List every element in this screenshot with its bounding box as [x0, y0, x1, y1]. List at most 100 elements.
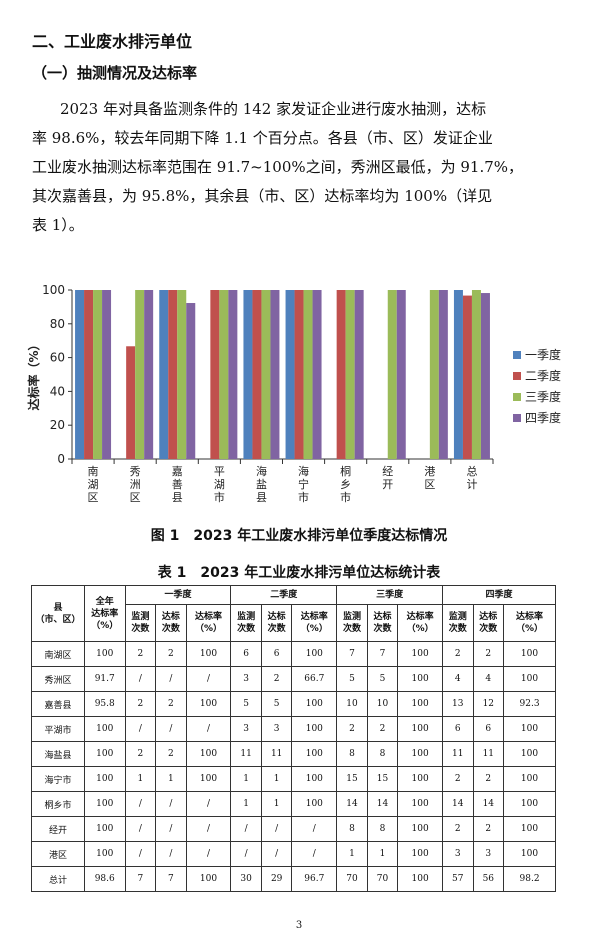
bar	[261, 290, 271, 459]
table-row: 海宁市 100 1 1 100 1 1 100 15 15 100 2 2 100	[31, 766, 556, 792]
sub-header-cell: 达标 次数	[260, 604, 293, 642]
x-tick-label: 桐乡市	[340, 464, 351, 504]
table-cell: 7	[124, 866, 157, 892]
paragraph-line: 率 98.6%，较去年同期下降 1.1 个百分点。各县（市、区）发证企业	[32, 129, 493, 147]
legend-label: 二季度	[525, 368, 561, 383]
table-cell: 2	[472, 816, 505, 842]
table-body: 南湖区 100 2 2 100 6 6 100 7 7 100 2 2 100 秀洲区 91.7///3 2 66…	[31, 641, 556, 892]
table-cell: 100	[83, 841, 126, 867]
table-cell: 8	[336, 741, 368, 767]
table-cell: 92.3	[503, 691, 556, 717]
table-cell: /	[230, 841, 262, 867]
bar	[270, 290, 280, 459]
x-tick-label: 平湖市	[214, 465, 225, 504]
table-cell: 98.2	[503, 866, 556, 892]
table-cell: 15	[336, 766, 368, 792]
bar	[228, 290, 238, 459]
county-cell: 桐乡市	[31, 791, 85, 817]
y-axis-label: 达标率（%）	[26, 338, 41, 410]
table-cell: 100	[83, 741, 126, 767]
county-cell: 平湖市	[31, 716, 85, 742]
table-cell: 100	[291, 741, 338, 767]
table-cell: 2	[124, 691, 157, 717]
table-cell: 100	[185, 866, 232, 892]
sub-header-cell: 达标 次数	[472, 604, 505, 642]
table-cell: /	[291, 816, 338, 842]
paragraph-line: 2023 年对具备监测条件的 142 家发证企业进行废水抽测，达标	[60, 100, 487, 118]
table-cell: 100	[503, 666, 556, 692]
table-cell: 6	[230, 641, 262, 667]
table-cell: 12	[472, 691, 505, 717]
table-cell: 4	[472, 666, 505, 692]
table-cell: 11	[230, 741, 262, 767]
paragraph-line: 工业废水抽测达标率范围在 91.7~100%之间，秀洲区最低，为 91.7%，	[32, 158, 524, 176]
legend-swatch	[513, 351, 521, 359]
table-cell: 3	[442, 841, 474, 867]
bar	[93, 290, 103, 459]
bar	[210, 290, 220, 459]
table-cell: /	[155, 791, 187, 817]
table-cell: 8	[366, 816, 399, 842]
table-cell: 2	[442, 766, 474, 792]
table-cell: 100	[397, 766, 444, 792]
table-cell: 100	[397, 691, 444, 717]
bar	[102, 290, 112, 459]
y-tick-label: 80	[50, 317, 65, 331]
table-row: 港区 100// / / //1 1 100 3 3 100	[31, 841, 556, 867]
bar	[219, 290, 229, 459]
table-cell: 6	[472, 716, 505, 742]
bar	[462, 295, 472, 459]
table-cell: 2	[472, 766, 505, 792]
sub-header-cell: 监测 次数	[230, 604, 262, 642]
bar	[387, 290, 397, 459]
table-cell: 14	[336, 791, 368, 817]
header-q2: 二季度	[230, 585, 338, 605]
legend-swatch	[513, 372, 521, 380]
bar	[438, 290, 448, 459]
bar	[186, 303, 196, 459]
table-cell: 100	[397, 741, 444, 767]
table-cell: 70	[336, 866, 368, 892]
x-tick-label: 海盐县	[256, 464, 267, 504]
table-row: 平湖市 100///3 3 100 2 2 100 6 6 100	[31, 716, 556, 742]
table-row: 桐乡市 100///1 1 100 14 14 100 14 14 100	[31, 791, 556, 817]
table-cell: 11	[442, 741, 474, 767]
county-cell: 经开	[31, 816, 85, 842]
sub-header-cell: 监测 次数	[442, 604, 474, 642]
bar	[354, 290, 364, 459]
table-cell: 56	[472, 866, 505, 892]
sub-header-cell: 达标率 （%）	[503, 604, 556, 642]
table-cell: 1	[366, 841, 399, 867]
sub-header-cell: 监测 次数	[336, 604, 368, 642]
table-cell: 100	[185, 641, 232, 667]
table-cell: 100	[397, 716, 444, 742]
bar	[177, 290, 187, 459]
table-cell: /	[260, 816, 293, 842]
table-cell: 100	[291, 791, 338, 817]
table-cell: 100	[83, 766, 126, 792]
bar	[396, 290, 406, 459]
bar	[243, 290, 253, 459]
table-cell: 4	[442, 666, 474, 692]
table-cell: /	[185, 816, 232, 842]
bar	[303, 290, 313, 459]
bar	[168, 290, 178, 459]
table-cell: 100	[291, 641, 338, 667]
table-cell: /	[155, 816, 187, 842]
table-cell: 13	[442, 691, 474, 717]
sub-header-cell: 达标 次数	[155, 604, 187, 642]
sub-header-row: 监测 次数 达标 次数 达标率 （%） 监测 次数 达标 次数 达标率 （%） 监测 次数达…	[32, 604, 556, 642]
header-q4: 四季度	[442, 585, 556, 605]
bar	[429, 290, 439, 459]
table-cell: 100	[397, 791, 444, 817]
x-tick-label: 嘉善县	[172, 464, 183, 504]
table-cell: 7	[366, 641, 399, 667]
table-cell: 14	[366, 791, 399, 817]
table-cell: /	[155, 666, 187, 692]
table-cell: 100	[397, 866, 444, 892]
table-cell: 5	[336, 666, 368, 692]
bar	[75, 290, 85, 459]
x-tick-label: 港区	[424, 465, 435, 491]
x-tick-label: 南湖区	[88, 465, 99, 504]
table-row: 总计 98.6 7 7 100 30 29 96.7 70 70 100 57 56 98.2	[31, 866, 556, 892]
